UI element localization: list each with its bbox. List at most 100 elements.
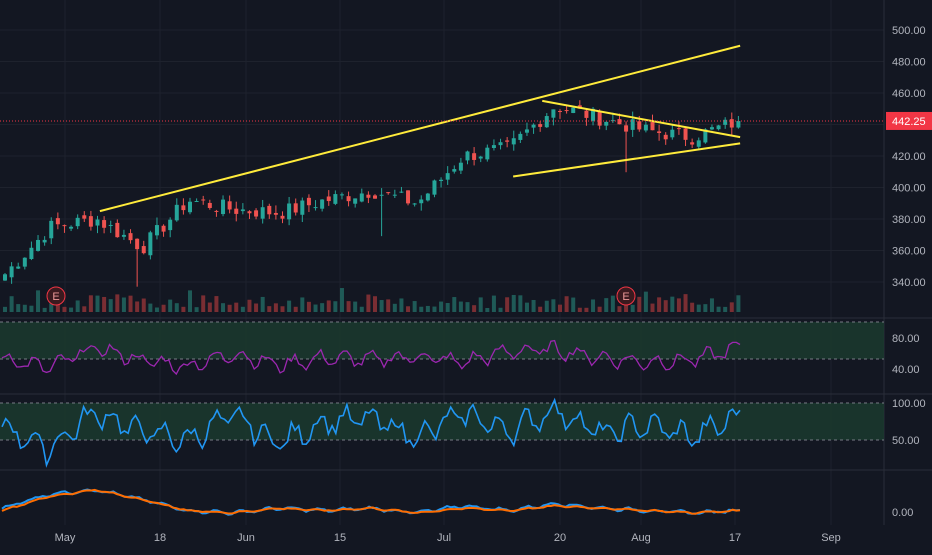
earnings-marker-circle[interactable] [616, 286, 636, 306]
volume-bar [359, 306, 364, 312]
volume-bar [538, 306, 543, 312]
volume-bar [703, 304, 708, 312]
volume-bar [637, 296, 642, 312]
candle-body [591, 108, 596, 121]
candle-body [425, 193, 430, 201]
volume-bar [373, 296, 377, 312]
candle-body [564, 110, 569, 112]
candle-body [42, 239, 47, 243]
volume-bar [406, 306, 411, 312]
candle-body [379, 194, 384, 196]
candle-body [174, 204, 179, 221]
volume-bar [491, 295, 496, 312]
volume-bar [29, 305, 34, 312]
volume-bar [643, 291, 648, 312]
candle-body [465, 151, 470, 161]
volume-bar [174, 303, 179, 312]
volume-bar [505, 297, 510, 312]
candle-body [280, 215, 285, 219]
candle-body [696, 140, 701, 147]
volume-bar [36, 290, 41, 312]
time-tick-label: Sep [821, 532, 841, 544]
candle-body [643, 124, 648, 131]
earnings-marker-circle[interactable] [46, 286, 66, 306]
candle-body [663, 134, 668, 140]
trendline[interactable] [99, 44, 741, 213]
candle-body [9, 266, 14, 278]
volume-bar [386, 299, 391, 312]
volume-bar [551, 299, 556, 312]
candle-body [154, 225, 159, 236]
time-tick-label: Jul [437, 532, 451, 544]
volume-bar [610, 295, 615, 312]
volume-bar [445, 302, 450, 312]
volume-bar [69, 307, 74, 312]
volume-bar [663, 300, 668, 312]
volume-bar [465, 302, 470, 312]
volume-bar [597, 306, 602, 312]
volume-bar [584, 307, 589, 312]
candle-body [491, 145, 496, 148]
earnings-marker[interactable]: E [46, 286, 66, 306]
volume-bar [564, 296, 569, 312]
volume-bar [458, 301, 463, 312]
volume-bar [412, 301, 417, 312]
stoch-pane [1, 397, 741, 468]
volume-bar [49, 303, 54, 312]
candle-body [29, 247, 34, 260]
candle-body [201, 199, 206, 201]
volume-bar [306, 301, 311, 312]
candle-body [505, 140, 510, 142]
current-price-tag[interactable] [886, 111, 932, 130]
time-tick-label: 15 [334, 532, 346, 544]
volume-bar [399, 298, 404, 312]
candle-body [551, 109, 556, 118]
candle-body [736, 120, 741, 128]
volume-bar [657, 297, 662, 312]
candle-body [709, 127, 714, 130]
candle-body [313, 207, 318, 209]
candle-body [571, 107, 576, 114]
trendline[interactable] [542, 99, 741, 139]
candle-body [716, 125, 721, 130]
volume-bar [16, 304, 21, 312]
volume-bar [392, 303, 397, 312]
earnings-marker[interactable]: E [616, 286, 636, 306]
candle-body [320, 199, 325, 209]
volume-bar [168, 299, 173, 312]
volume-bar [723, 306, 728, 312]
candle-body [511, 138, 516, 145]
volume-bar [558, 304, 562, 312]
volume-bar [240, 306, 245, 312]
candle-body [366, 194, 371, 198]
volume-bar [696, 304, 701, 312]
stoch-tick-label: 50.00 [892, 435, 920, 447]
candle-body [729, 119, 734, 128]
volume-bar [353, 301, 358, 312]
volume-bar [650, 303, 655, 312]
candle-body [650, 122, 655, 131]
volume-bar [346, 301, 351, 312]
volume-bar [128, 295, 133, 312]
volume-bar [511, 294, 516, 312]
candle-body [260, 207, 265, 219]
time-tick-label: 17 [729, 532, 741, 544]
candle-body [531, 124, 536, 128]
volume-bar [676, 298, 681, 312]
candle-body [95, 219, 100, 226]
volume-bar [544, 300, 549, 312]
candle-body [538, 124, 543, 127]
price-tick-label: 420.00 [892, 151, 926, 163]
volume-bar [472, 305, 477, 312]
macd-tick-label: 0.00 [892, 507, 913, 519]
time-tick-label: 18 [154, 532, 166, 544]
trendline[interactable] [512, 142, 741, 178]
candle-body [419, 199, 424, 204]
candle-body [221, 199, 226, 215]
trendlines[interactable] [0, 44, 884, 213]
candle-body [300, 200, 305, 215]
volume-bar [108, 299, 113, 312]
volume-bar [207, 302, 212, 312]
